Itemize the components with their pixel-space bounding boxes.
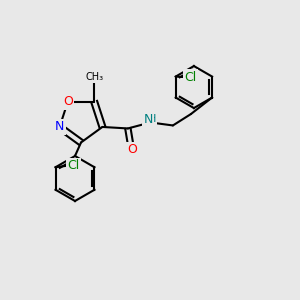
Text: CH₃: CH₃ bbox=[85, 72, 103, 82]
Text: Cl: Cl bbox=[68, 159, 80, 172]
Text: N: N bbox=[143, 113, 153, 126]
Text: O: O bbox=[128, 143, 137, 156]
Text: N: N bbox=[55, 121, 64, 134]
Text: H: H bbox=[148, 115, 156, 124]
Text: O: O bbox=[63, 95, 73, 108]
Text: Cl: Cl bbox=[184, 71, 197, 84]
